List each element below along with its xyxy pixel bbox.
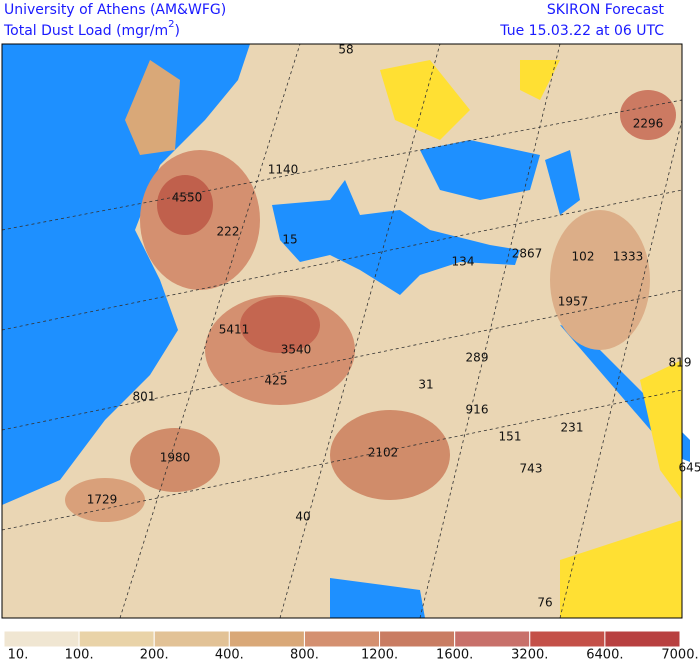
dust: [240, 297, 320, 353]
variable: Total Dust Load (mgr/m2): [3, 19, 180, 39]
graticule: [1, 43, 683, 619]
product: SKIRON Forecast: [547, 2, 665, 18]
variable-text: Total Dust Load (mgr/m: [3, 23, 168, 39]
colorbar-box: [604, 630, 681, 648]
map-value: 231: [561, 421, 584, 435]
map-value: 743: [520, 462, 543, 476]
map-value: 40: [295, 510, 310, 524]
mediterranean: [272, 180, 520, 295]
colorbar-label: 1600.: [436, 648, 473, 662]
colorbar-box: [153, 630, 230, 648]
map-value: 5411: [219, 323, 250, 337]
map-value: 2296: [633, 117, 664, 131]
superscript: 2: [168, 19, 174, 30]
colorbar-label: 6400.: [586, 648, 623, 662]
map-value: 289: [466, 351, 489, 365]
colorbar-box: [78, 630, 155, 648]
map-value: 222: [217, 225, 240, 239]
dust-free: [380, 60, 470, 140]
map-frame: [1, 43, 683, 619]
map-value: 3540: [281, 343, 312, 357]
gulf: [330, 578, 425, 618]
map-value: 31: [418, 378, 433, 392]
colorbar-label: 200.: [140, 648, 169, 662]
colorbar-box: [379, 630, 456, 648]
colorbar-label: 400.: [215, 648, 244, 662]
map-value: 15: [282, 233, 297, 247]
colorbar-box: [3, 630, 80, 648]
colorbar-box: [454, 630, 531, 648]
map-value: 58: [338, 43, 353, 57]
map-value: 425: [265, 374, 288, 388]
uk: [125, 60, 180, 155]
map-value: 151: [499, 430, 522, 444]
dust-free: [640, 360, 682, 500]
map-value: 1980: [160, 451, 191, 465]
dust: [550, 210, 650, 350]
colorbar-label: 800.: [290, 648, 319, 662]
map-value: 916: [466, 403, 489, 417]
map-value: 1333: [613, 250, 644, 264]
colorbar-label: 1200.: [361, 648, 398, 662]
map-value: 76: [537, 596, 552, 610]
atlantic: [2, 44, 250, 505]
map-value: 801: [133, 390, 156, 404]
caspian: [545, 150, 580, 215]
colorbar-box: [303, 630, 381, 648]
map-value: 134: [452, 255, 475, 269]
map-value: 4550: [172, 191, 203, 205]
map-value: 2102: [368, 446, 399, 460]
map-value: 1957: [558, 295, 589, 309]
institution: University of Athens (AM&WFG): [4, 2, 226, 18]
dust-free: [520, 60, 560, 100]
black-sea: [420, 140, 540, 200]
map-value: 819: [669, 356, 692, 370]
colorbar-box: [228, 630, 305, 648]
map-value: 645: [679, 461, 700, 475]
dust: [330, 410, 450, 500]
dust: [65, 478, 145, 522]
colorbar-label: 7000.: [661, 648, 698, 662]
dust-free: [560, 520, 682, 618]
colorbar-box: [529, 630, 606, 648]
map-value: 1729: [87, 493, 118, 507]
valid-time: Tue 15.03.22 at 06 UTC: [499, 23, 664, 39]
dust: [620, 90, 676, 140]
colorbar-label: 10.: [8, 648, 29, 662]
dust: [157, 175, 213, 235]
map-value: 2867: [512, 247, 543, 261]
colorbar-label: 100.: [65, 648, 94, 662]
colorbar-label: 3200.: [511, 648, 548, 662]
variable-end: ): [175, 23, 180, 39]
map-value: 1140: [268, 163, 299, 177]
map-value: 102: [572, 250, 595, 264]
dust: [130, 428, 220, 492]
map: [1, 43, 690, 619]
